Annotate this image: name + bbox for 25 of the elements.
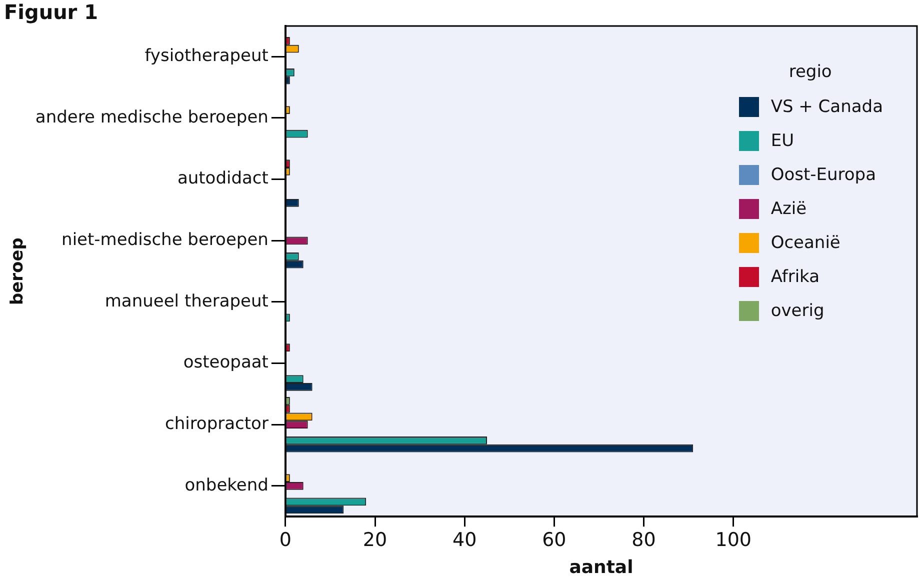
- text: Figuur 1: [4, 0, 98, 24]
- x-tick-label: 100: [715, 528, 752, 551]
- legend-label: Oceanië: [770, 233, 840, 253]
- x-axis-title: aantal: [569, 556, 634, 578]
- y-tick-label: manueel therapeut: [104, 291, 269, 312]
- y-tick-label: andere medische beroepen: [35, 107, 268, 128]
- x-tick-label: 0: [279, 528, 292, 551]
- legend-label: Azië: [770, 199, 807, 219]
- y-tick-label: chiropractor: [164, 414, 268, 434]
- y-tick-label: autodidact: [177, 168, 269, 189]
- legend-label: overig: [770, 301, 824, 321]
- y-axis-title: beroep: [8, 238, 28, 306]
- y-tick-label: osteopaat: [183, 352, 269, 373]
- x-tick-label: 60: [542, 528, 566, 551]
- legend-label: VS + Canada: [770, 97, 883, 117]
- y-tick-label: niet-medische beroepen: [62, 230, 268, 250]
- x-tick-label: 80: [632, 528, 656, 551]
- legend-label: EU: [770, 131, 794, 151]
- legend-label: Oost-Europa: [770, 165, 876, 185]
- legend-label: Afrika: [770, 267, 820, 287]
- y-tick-label: fysiotherapeut: [144, 46, 269, 66]
- x-tick-label: 40: [452, 528, 477, 551]
- y-tick-label: onbekend: [184, 475, 268, 496]
- x-tick-label: 20: [362, 528, 388, 551]
- legend-title: regio: [788, 62, 833, 82]
